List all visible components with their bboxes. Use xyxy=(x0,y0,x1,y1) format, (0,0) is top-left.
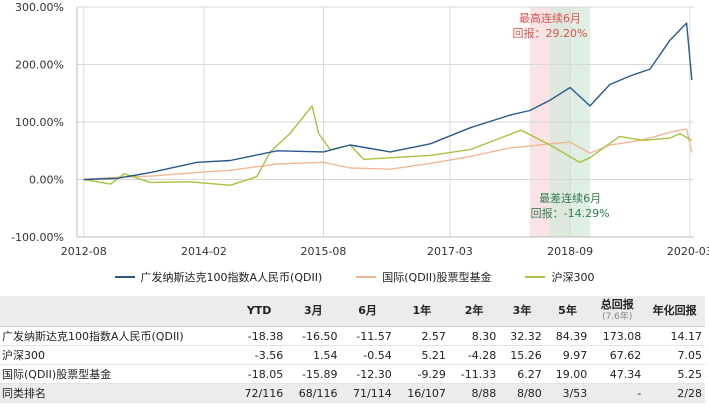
x-tick-label: 2015-08 xyxy=(300,245,346,258)
table-cell: 68/116 xyxy=(286,383,341,403)
table-header-cell: 年化回报 xyxy=(644,296,705,327)
performance-chart: 300.00% 200.00% 100.00% 0.00% -100.00% 2012-0… xyxy=(11,1,709,258)
x-tick-label: 2017-03 xyxy=(427,245,473,258)
series-line xyxy=(83,105,693,186)
table-cell: -16.50 xyxy=(286,326,341,346)
chart-legend: 广发纳斯达克100指数A人民币(QDII) 国际(QDII)股票型基金 沪深30… xyxy=(0,269,709,285)
table-cell: 16/107 xyxy=(394,383,449,403)
x-tick-label: 2014-02 xyxy=(181,245,227,258)
table-cell: 32.32 xyxy=(499,326,545,346)
table-cell: -0.54 xyxy=(340,345,395,365)
row-label: 同类排名 xyxy=(0,383,232,403)
table-header-cell: 1年 xyxy=(394,296,449,327)
y-tick-label: 200.00% xyxy=(15,59,64,72)
table-header-cell: 3年 xyxy=(499,296,545,327)
table-header-cell xyxy=(0,296,232,327)
table-cell: -18.38 xyxy=(232,326,287,346)
table-cell: 1.54 xyxy=(286,345,341,365)
table-cell: 2/28 xyxy=(644,383,705,403)
row-label: 广发纳斯达克100指数A人民币(QDII) xyxy=(0,326,232,346)
table-cell: 5.21 xyxy=(394,345,449,365)
row-label: 国际(QDII)股票型基金 xyxy=(0,364,232,384)
x-tick-label: 2020-03 xyxy=(667,245,709,258)
table-cell: 6.27 xyxy=(499,364,545,384)
returns-table: YTD 3月 6月 1年 2年 3年 5年 总回报 (7.6年) 年化回报 广发纳… xyxy=(0,296,705,403)
table-cell: 2.57 xyxy=(394,326,449,346)
legend-line-category xyxy=(356,276,377,278)
table-cell: 67.62 xyxy=(590,345,645,365)
table-header-cell: 5年 xyxy=(544,296,591,327)
table-header-cell: YTD xyxy=(232,296,287,327)
table-cell: -11.57 xyxy=(340,326,395,346)
y-tick-label: 0.00% xyxy=(29,174,64,187)
table-cell: -3.56 xyxy=(232,345,287,365)
y-tick-label: 300.00% xyxy=(15,1,64,14)
series-line xyxy=(83,22,693,181)
table-cell: - xyxy=(590,383,645,403)
table-cell: 173.08 xyxy=(590,326,645,346)
table-cell: -15.89 xyxy=(286,364,341,384)
y-tick-label: 100.00% xyxy=(15,116,64,129)
table-row: 国际(QDII)股票型基金 -18.05 -15.89 -12.30 -9.29… xyxy=(0,364,705,384)
table-cell: 71/114 xyxy=(340,383,395,403)
legend-label-fund: 广发纳斯达克100指数A人民币(QDII) xyxy=(140,271,323,284)
table-cell: 15.26 xyxy=(499,345,545,365)
table-cell: 7.05 xyxy=(644,345,705,365)
table-header-total: 总回报 (7.6年) xyxy=(590,296,645,327)
table-cell: -4.28 xyxy=(448,345,500,365)
table-cell: 47.34 xyxy=(590,364,645,384)
annotation-best-value: 回报：29.20% xyxy=(513,26,588,40)
legend-line-hs300 xyxy=(525,276,546,278)
table-cell: 8/88 xyxy=(448,383,500,403)
annotation-best-label: 最高连续6月 xyxy=(519,11,581,25)
table-cell: -18.05 xyxy=(232,364,287,384)
table-cell: 8/80 xyxy=(499,383,545,403)
chart-svg: 300.00% 200.00% 100.00% 0.00% -100.00%2012-0… xyxy=(11,1,709,258)
table-cell: -9.29 xyxy=(394,364,449,384)
y-tick-label: -100.00% xyxy=(11,231,64,244)
total-return-period: (7.6年) xyxy=(602,312,633,322)
legend-item-fund[interactable]: 广发纳斯达克100指数A人民币(QDII) xyxy=(114,269,323,285)
table-cell: 9.97 xyxy=(544,345,591,365)
x-tick-label: 2012-08 xyxy=(61,245,107,258)
table-cell: -12.30 xyxy=(340,364,395,384)
table-cell: 14.17 xyxy=(644,326,705,346)
annotation-worst-label: 最差连续6月 xyxy=(539,191,601,205)
table-header-cell: 2年 xyxy=(448,296,500,327)
table-cell: 72/116 xyxy=(232,383,287,403)
table-header-cell: 3月 xyxy=(286,296,341,327)
table-cell: 8.30 xyxy=(448,326,500,346)
x-tick-label: 2018-09 xyxy=(547,245,593,258)
table-cell: 84.39 xyxy=(544,326,591,346)
table-row: 广发纳斯达克100指数A人民币(QDII) -18.38 -16.50 -11.… xyxy=(0,326,705,346)
legend-label-category: 国际(QDII)股票型基金 xyxy=(382,271,492,284)
series-line xyxy=(83,128,693,181)
row-label: 沪深300 xyxy=(0,345,232,365)
table-header-cell: 6月 xyxy=(340,296,395,327)
table-cell: 3/53 xyxy=(544,383,591,403)
table-row-rank: 同类排名 72/116 68/116 71/114 16/107 8/88 8/… xyxy=(0,383,705,403)
legend-item-category[interactable]: 国际(QDII)股票型基金 xyxy=(356,269,491,285)
table-cell: -11.33 xyxy=(448,364,500,384)
table-row: 沪深300 -3.56 1.54 -0.54 5.21 -4.28 15.26 … xyxy=(0,345,705,365)
legend-item-hs300[interactable]: 沪深300 xyxy=(525,269,594,285)
annotation-worst-value: 回报：-14.29% xyxy=(531,206,610,220)
table-cell: 5.25 xyxy=(644,364,705,384)
total-return-label: 总回报 xyxy=(600,298,634,311)
table-cell: 19.00 xyxy=(544,364,591,384)
table-header-row: YTD 3月 6月 1年 2年 3年 5年 总回报 (7.6年) 年化回报 xyxy=(0,296,705,327)
legend-line-fund xyxy=(114,276,135,278)
legend-label-hs300: 沪深300 xyxy=(551,271,595,284)
